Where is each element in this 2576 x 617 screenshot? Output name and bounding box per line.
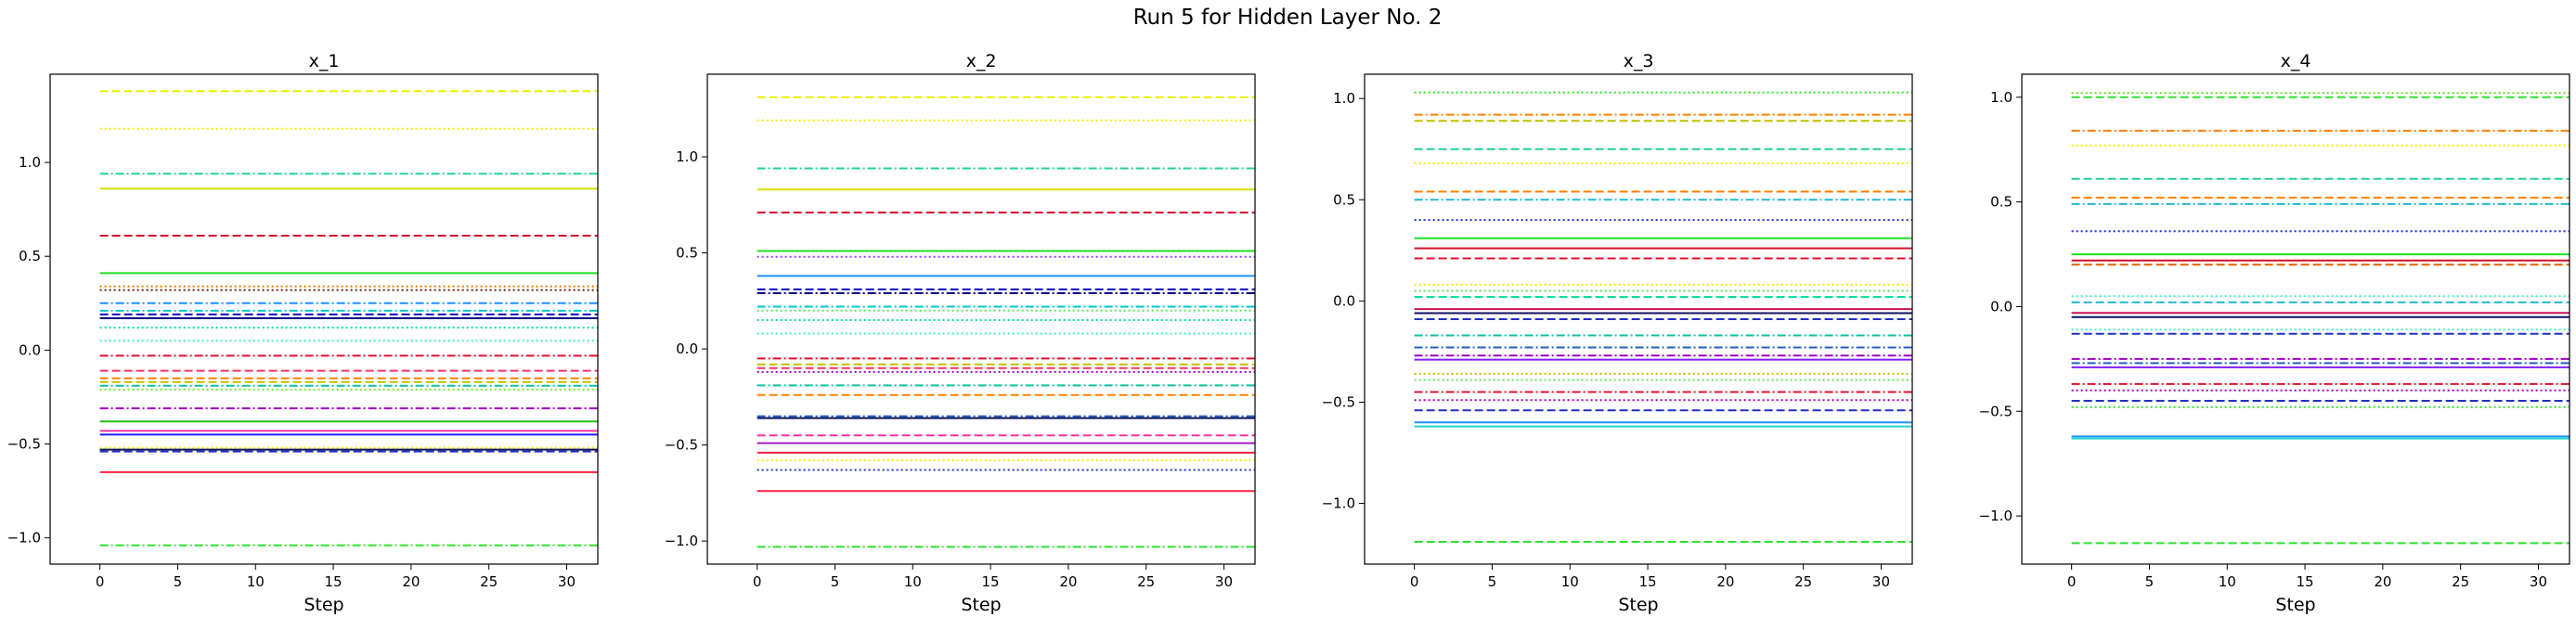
x-tick-label: 15 (2297, 573, 2314, 590)
x-axis-label: Step (2275, 595, 2315, 615)
x-tick-label: 5 (2145, 573, 2155, 590)
x-tick-label: 15 (1639, 573, 1657, 590)
x-tick-label: 30 (1872, 573, 1890, 590)
x-tick-label: 20 (1059, 573, 1077, 590)
y-tick-label: −1.0 (665, 533, 698, 549)
x-tick-label: 25 (1794, 573, 1812, 590)
axes-frame (1364, 73, 1913, 565)
y-tick-label: 1.0 (1333, 90, 1355, 107)
y-tick-label: 0.5 (1990, 194, 2013, 211)
subplot-1: 0 5 10 15 20 25 30 −1.0 −0.5 0.0 0.5 1.0 x_1 Step (7, 51, 599, 615)
axes-frame (706, 73, 1256, 565)
x-tick-label: 15 (982, 573, 1000, 590)
x-tick-label: 10 (904, 573, 922, 590)
y-tick-label: 0.5 (676, 245, 698, 262)
y-tick-label: −0.5 (1322, 393, 1355, 410)
y-tick-label: 0.5 (1333, 191, 1355, 208)
subplot-title: x_3 (1624, 51, 1654, 71)
subplot-title: x_4 (2281, 51, 2311, 71)
x-tick-label: 10 (1561, 573, 1579, 590)
y-tick-label: 0.5 (19, 248, 41, 264)
x-tick-label: 10 (2219, 573, 2236, 590)
x-tick-label: 15 (325, 573, 343, 590)
y-tick-label: −1.0 (1322, 495, 1355, 512)
x-axis-label: Step (961, 595, 1001, 615)
subplot-3: 0 5 10 15 20 25 30 −1.0 −0.5 0.0 0.5 1.0 x_3 Step (1322, 51, 1913, 615)
x-tick-label: 20 (402, 573, 420, 590)
x-tick-label: 25 (480, 573, 498, 590)
subplot-title: x_1 (309, 51, 340, 71)
y-tick-label: 1.0 (19, 154, 41, 171)
y-tick-label: 1.0 (1990, 89, 2013, 106)
x-tick-label: 5 (831, 573, 840, 590)
y-tick-label: 0.0 (676, 341, 698, 357)
y-tick-label: 1.0 (676, 148, 698, 165)
figure-title: Run 5 for Hidden Layer No. 2 (1133, 6, 1443, 30)
subplot-2: 0 5 10 15 20 25 30 −1.0 −0.5 0.0 0.5 1.0 x_2 Step (665, 51, 1256, 615)
x-tick-label: 0 (1410, 573, 1419, 590)
y-tick-label: −0.5 (7, 436, 41, 453)
axes-frame (2021, 73, 2570, 565)
x-tick-label: 25 (1137, 573, 1155, 590)
y-tick-label: −0.5 (1979, 403, 2013, 419)
x-tick-label: 0 (96, 573, 105, 590)
x-tick-label: 5 (174, 573, 183, 590)
x-tick-label: 0 (753, 573, 762, 590)
x-tick-label: 20 (1716, 573, 1734, 590)
x-tick-label: 30 (2530, 573, 2547, 590)
y-tick-label: −1.0 (7, 530, 41, 546)
x-tick-label: 30 (558, 573, 576, 590)
x-tick-label: 25 (2452, 573, 2469, 590)
x-axis-label: Step (304, 595, 343, 615)
y-tick-label: −0.5 (665, 437, 698, 454)
x-tick-label: 30 (1215, 573, 1233, 590)
subplot-title: x_2 (966, 51, 997, 71)
y-tick-label: −1.0 (1979, 508, 2013, 524)
y-tick-label: 0.0 (1990, 298, 2013, 315)
subplots: 0 5 10 15 20 25 30 −1.0 −0.5 0.0 0.5 1.0 x_1 Step 0 5 10… (7, 51, 2570, 615)
x-tick-label: 0 (2067, 573, 2077, 590)
x-tick-label: 20 (2374, 573, 2391, 590)
x-tick-label: 5 (1488, 573, 1497, 590)
x-tick-label: 10 (247, 573, 265, 590)
x-axis-label: Step (1618, 595, 1658, 615)
subplot-4: 0 5 10 15 20 25 30 −1.0 −0.5 0.0 0.5 1.0 x_4 Step (1979, 51, 2570, 615)
y-tick-label: 0.0 (1333, 292, 1355, 309)
y-tick-label: 0.0 (19, 341, 41, 358)
axes-frame (49, 73, 599, 565)
